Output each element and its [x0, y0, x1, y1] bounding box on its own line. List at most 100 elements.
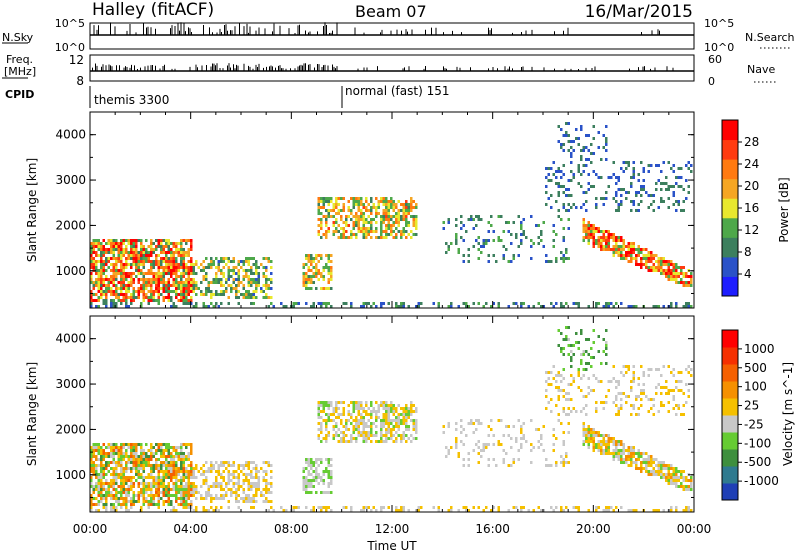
echo-cell [500, 419, 503, 422]
echo-cell [570, 356, 573, 359]
echo-cell [180, 476, 183, 479]
echo-cell [172, 290, 175, 293]
echo-cell [522, 218, 525, 221]
echo-cell [210, 506, 213, 509]
echo-cell [90, 242, 93, 245]
echo-cell [102, 251, 105, 254]
echo-cell [682, 404, 685, 407]
echo-cell [367, 230, 370, 233]
echo-cell [295, 302, 298, 305]
echo-cell [200, 497, 203, 500]
echo-cell [595, 173, 598, 176]
echo-cell [627, 452, 630, 455]
echo-cell [652, 461, 655, 464]
echo-cell [685, 509, 688, 512]
echo-cell [360, 215, 363, 218]
echo-cell [652, 458, 655, 461]
echo-cell [265, 287, 268, 290]
echo-cell [630, 404, 633, 407]
echo-cell [395, 437, 398, 440]
echo-cell [317, 410, 320, 413]
echo-cell [255, 485, 258, 488]
echo-cell [180, 290, 183, 293]
echo-cell [190, 503, 193, 506]
echo-cell [117, 476, 120, 479]
echo-cell [620, 251, 623, 254]
echo-cell [245, 290, 248, 293]
echo-cell [100, 293, 103, 296]
echo-cell [157, 458, 160, 461]
echo-cell [640, 464, 643, 467]
echo-cell [227, 500, 230, 503]
echo-cell [415, 305, 418, 308]
echo-cell [652, 254, 655, 257]
echo-cell [580, 128, 583, 131]
echo-cell [635, 194, 638, 197]
echo-cell [170, 479, 173, 482]
echo-cell [105, 257, 108, 260]
echo-cell [187, 473, 190, 476]
echo-cell [597, 506, 600, 509]
echo-cell [647, 170, 650, 173]
echo-cell [650, 254, 653, 257]
echo-cell [140, 242, 143, 245]
echo-cell [322, 206, 325, 209]
echo-cell [365, 422, 368, 425]
echo-cell [130, 284, 133, 287]
echo-cell [680, 473, 683, 476]
echo-cell [362, 221, 365, 224]
echo-cell [215, 272, 218, 275]
echo-cell [157, 473, 160, 476]
echo-cell [402, 203, 405, 206]
echo-cell [112, 293, 115, 296]
echo-cell [672, 170, 675, 173]
echo-cell [322, 479, 325, 482]
echo-cell [600, 449, 603, 452]
echo-cell [402, 437, 405, 440]
echo-cell [327, 215, 330, 218]
echo-cell [172, 269, 175, 272]
echo-cell [112, 242, 115, 245]
echo-cell [410, 230, 413, 233]
echo-cell [157, 254, 160, 257]
echo-cell [115, 473, 118, 476]
echo-cell [667, 197, 670, 200]
echo-cell [630, 458, 633, 461]
echo-cell [552, 173, 555, 176]
echo-cell [122, 269, 125, 272]
echo-cell [190, 296, 193, 299]
echo-cell [317, 260, 320, 263]
echo-cell [102, 476, 105, 479]
echo-cell [560, 389, 563, 392]
echo-cell [315, 458, 318, 461]
echo-cell [162, 275, 165, 278]
echo-cell [270, 476, 273, 479]
echo-cell [127, 500, 130, 503]
echo-cell [617, 206, 620, 209]
echo-cell [147, 473, 150, 476]
echo-cell [307, 287, 310, 290]
echo-cell [105, 503, 108, 506]
echo-cell [200, 281, 203, 284]
echo-cell [157, 263, 160, 266]
echo-cell [177, 455, 180, 458]
echo-cell [157, 488, 160, 491]
echo-cell [160, 287, 163, 290]
echo-cell [182, 284, 185, 287]
echo-cell [667, 401, 670, 404]
echo-cell [145, 251, 148, 254]
echo-cell [270, 500, 273, 503]
echo-cell [195, 284, 198, 287]
echo-cell [227, 479, 230, 482]
echo-cell [237, 506, 240, 509]
echo-cell [145, 497, 148, 500]
echo-cell [367, 407, 370, 410]
echo-cell [350, 218, 353, 221]
echo-cell [362, 233, 365, 236]
echo-cell [572, 203, 575, 206]
echo-cell [135, 242, 138, 245]
echo-cell [402, 506, 405, 509]
echo-cell [605, 236, 608, 239]
echo-cell [167, 269, 170, 272]
echo-cell [110, 479, 113, 482]
